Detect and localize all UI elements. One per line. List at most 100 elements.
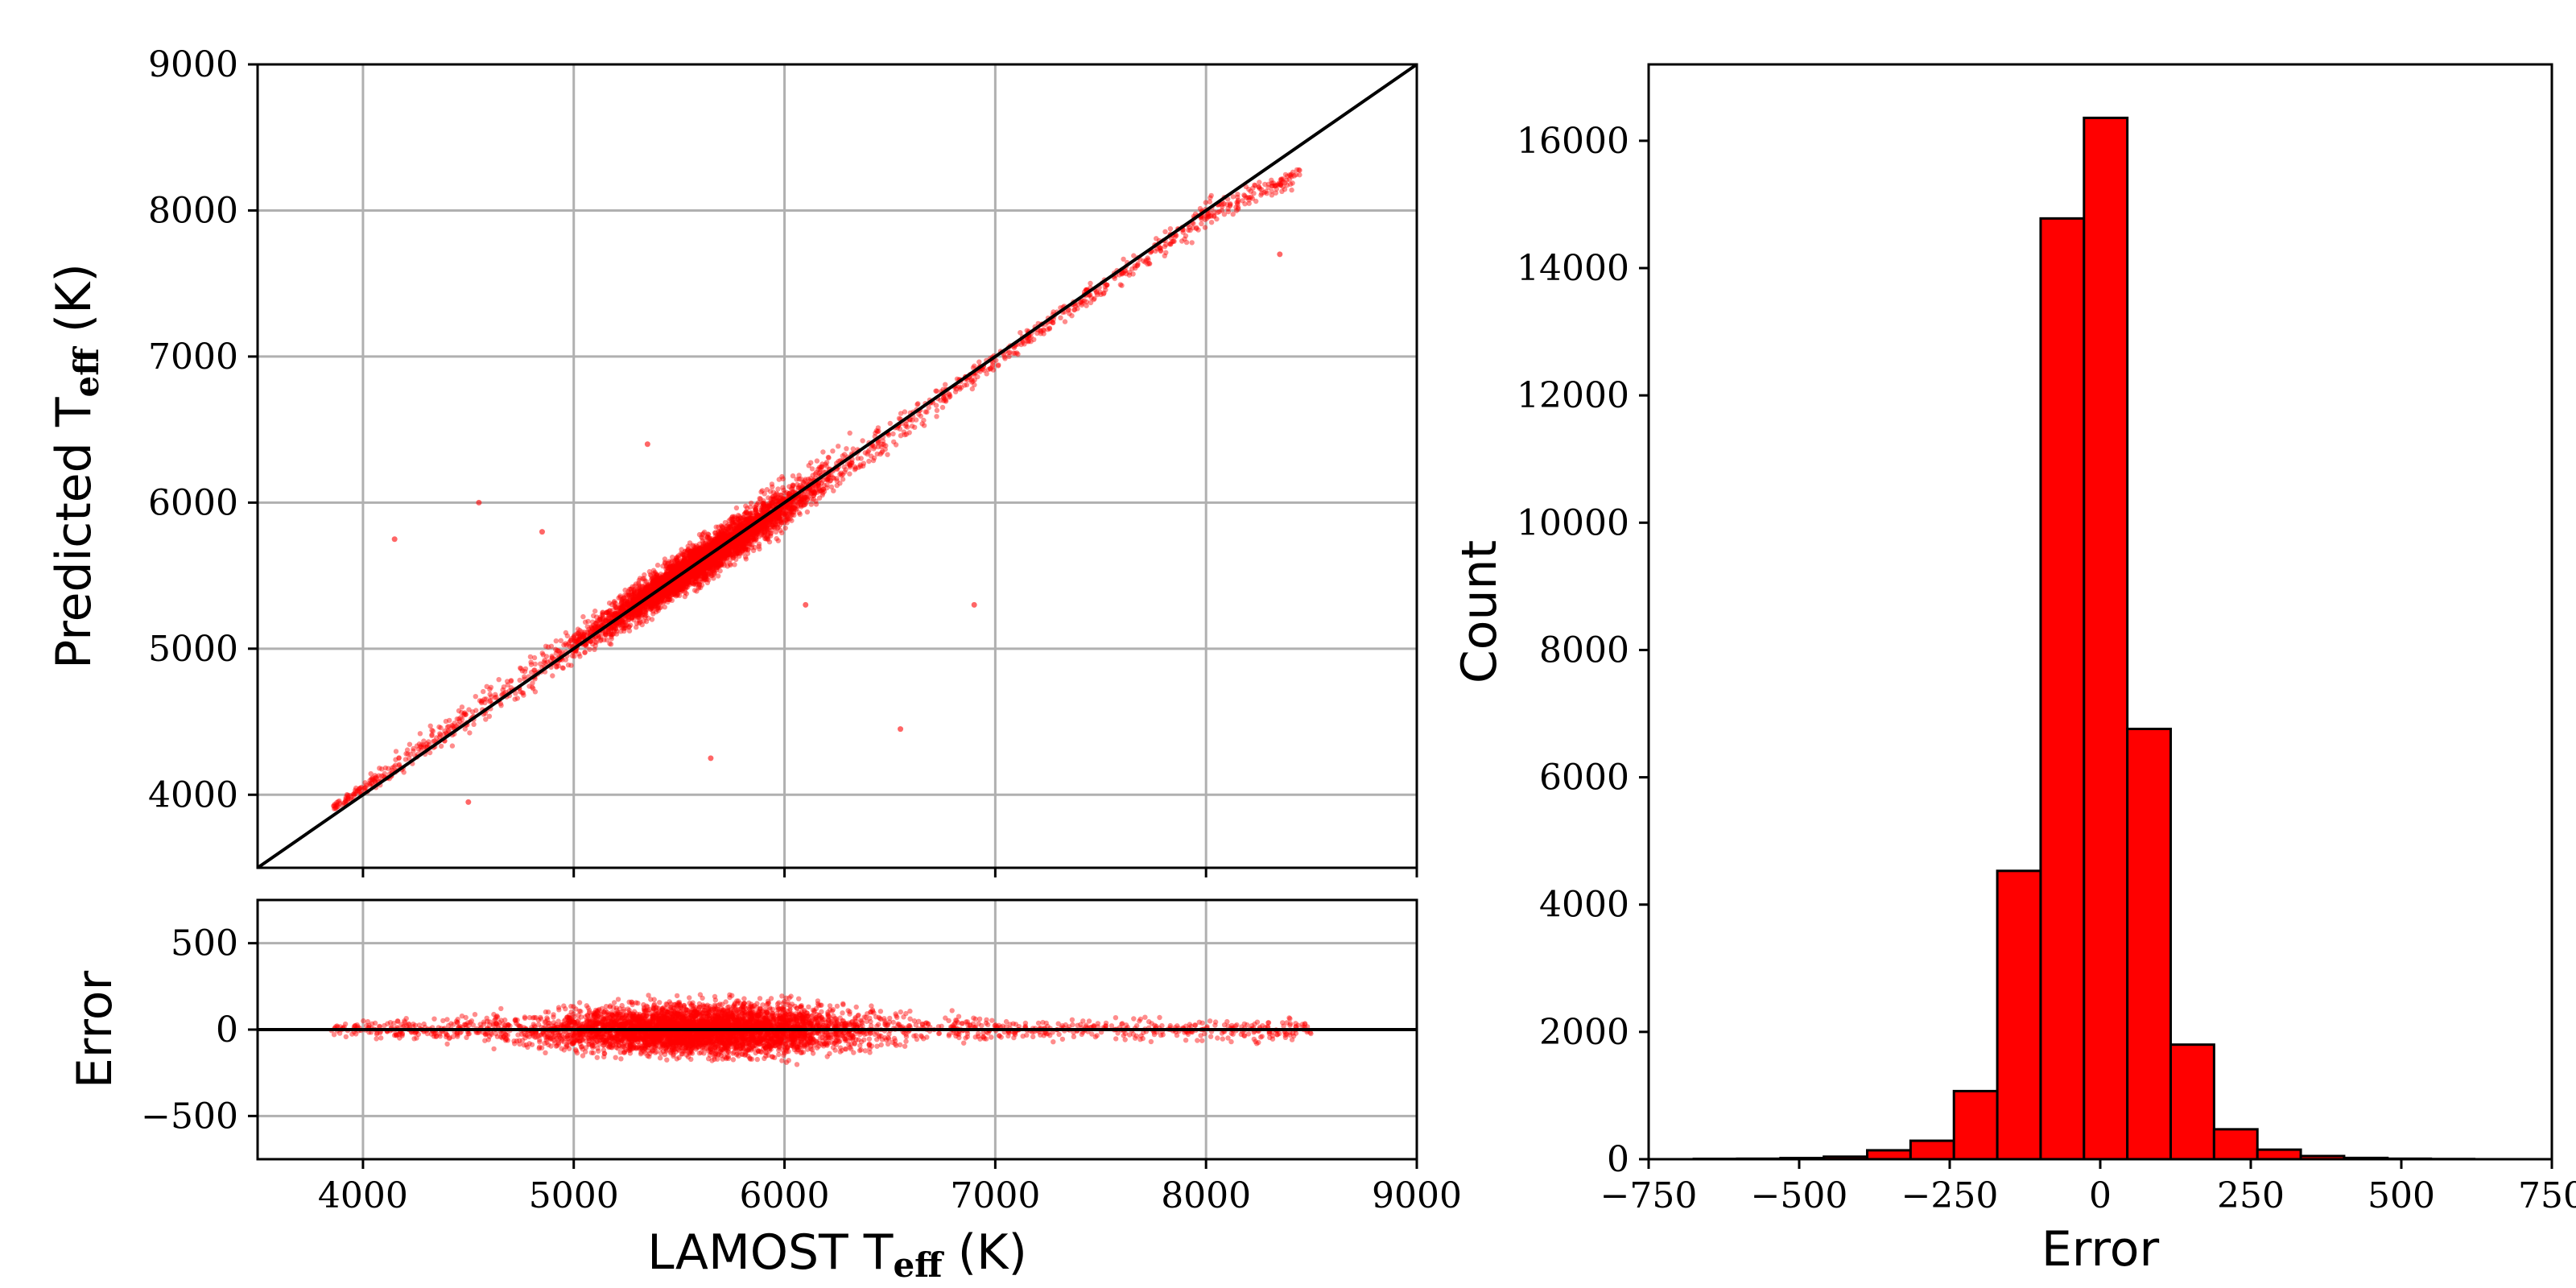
scatter-point [657, 596, 663, 601]
scatter-point [903, 431, 910, 437]
scatter-point [512, 696, 518, 702]
scatter-point [738, 543, 744, 549]
scatter-point [1146, 257, 1151, 262]
scatter-point [812, 471, 819, 477]
scatter-point [820, 449, 826, 455]
scatter-point [1233, 204, 1239, 210]
scatter-point [669, 584, 675, 589]
scatter-point [580, 613, 586, 620]
scatter-point [724, 564, 730, 569]
scatter-point [635, 605, 641, 612]
scatter-point [667, 564, 673, 570]
scatter-point [870, 457, 877, 464]
scatter-point [650, 568, 657, 573]
scatter-point [1104, 283, 1110, 288]
scatter-point [776, 498, 782, 504]
scatter-point [649, 576, 655, 581]
scatter-point [964, 382, 970, 388]
scatter-point [404, 747, 411, 753]
scatter-point [826, 455, 832, 460]
scatter-point [572, 638, 577, 644]
scatter-point [743, 547, 749, 552]
scatter-point [591, 613, 597, 619]
scatter-point [811, 497, 816, 502]
scatter-point [550, 673, 555, 679]
scatter-point [1235, 199, 1241, 205]
scatter-point [1253, 183, 1258, 188]
scatter-point [939, 404, 946, 411]
scatter-point [438, 743, 444, 749]
scatter-point [689, 577, 695, 583]
scatter-point [1058, 315, 1063, 320]
scatter-point [782, 510, 788, 516]
scatter-point [1282, 171, 1289, 178]
scatter-point [716, 562, 722, 568]
scatter-point [1084, 303, 1089, 308]
scatter-point [473, 694, 478, 700]
scatter-point [921, 423, 927, 428]
scatter-point [770, 489, 776, 495]
scatter-point [913, 417, 919, 423]
scatter-point [1006, 353, 1012, 359]
scatter-point [543, 643, 549, 649]
scatter-point [496, 677, 502, 683]
scatter-point [1162, 253, 1168, 258]
scatter-point [865, 451, 870, 457]
scatter-point [1208, 220, 1215, 225]
scatter-point [582, 650, 588, 655]
scatter-point [933, 388, 939, 394]
scatter-point [655, 605, 661, 610]
scatter-point [855, 456, 861, 461]
scatter-point [522, 666, 529, 671]
scatter-point [442, 728, 448, 734]
scatter-point [794, 477, 799, 482]
scatter-point [671, 582, 676, 588]
scatter-point [843, 467, 848, 473]
scatter-point [813, 502, 819, 507]
scatter-point [652, 597, 658, 603]
scatter-point [402, 757, 409, 762]
scatter-point [784, 512, 790, 518]
scatter-point [643, 584, 649, 590]
scatter-point [976, 359, 982, 365]
scatter-point [790, 473, 796, 479]
scatter-point [746, 540, 752, 547]
scatter-point [1242, 193, 1248, 199]
scatter-point [632, 583, 638, 589]
scatter-point [654, 562, 661, 568]
scatter-point [539, 650, 545, 656]
scatter-point [548, 643, 555, 649]
scatter-point [1208, 192, 1214, 199]
scatter-point [621, 595, 627, 601]
scatter-point [776, 509, 782, 514]
scatter-point [860, 438, 865, 444]
scatter-point [879, 450, 885, 456]
scatter-point [733, 505, 740, 511]
scatter-point [713, 524, 719, 530]
scatter-point [637, 584, 642, 590]
scatter-point [498, 703, 504, 708]
scatter-point [1282, 187, 1288, 192]
scatter-point [943, 382, 948, 387]
scatter-point [1253, 198, 1259, 204]
scatter-point [761, 498, 766, 504]
scatter-point [487, 691, 493, 697]
scatter-point [1205, 212, 1211, 217]
scatter-point [736, 523, 741, 530]
scatter-point [972, 382, 977, 388]
scatter-point [1279, 188, 1285, 194]
scatter-point [740, 548, 745, 554]
scatter-point [798, 476, 804, 482]
scatter-point [593, 639, 600, 646]
scatter-point [662, 604, 667, 610]
scatter-point [427, 723, 433, 729]
scatter-point [602, 631, 609, 638]
scatter-point [359, 784, 365, 791]
scatter-point [482, 700, 488, 706]
scatter-point [764, 487, 770, 493]
scatter-point [1270, 180, 1277, 186]
scatter-point [987, 365, 993, 371]
scatter-point [696, 551, 702, 557]
scatter-point [814, 458, 820, 464]
